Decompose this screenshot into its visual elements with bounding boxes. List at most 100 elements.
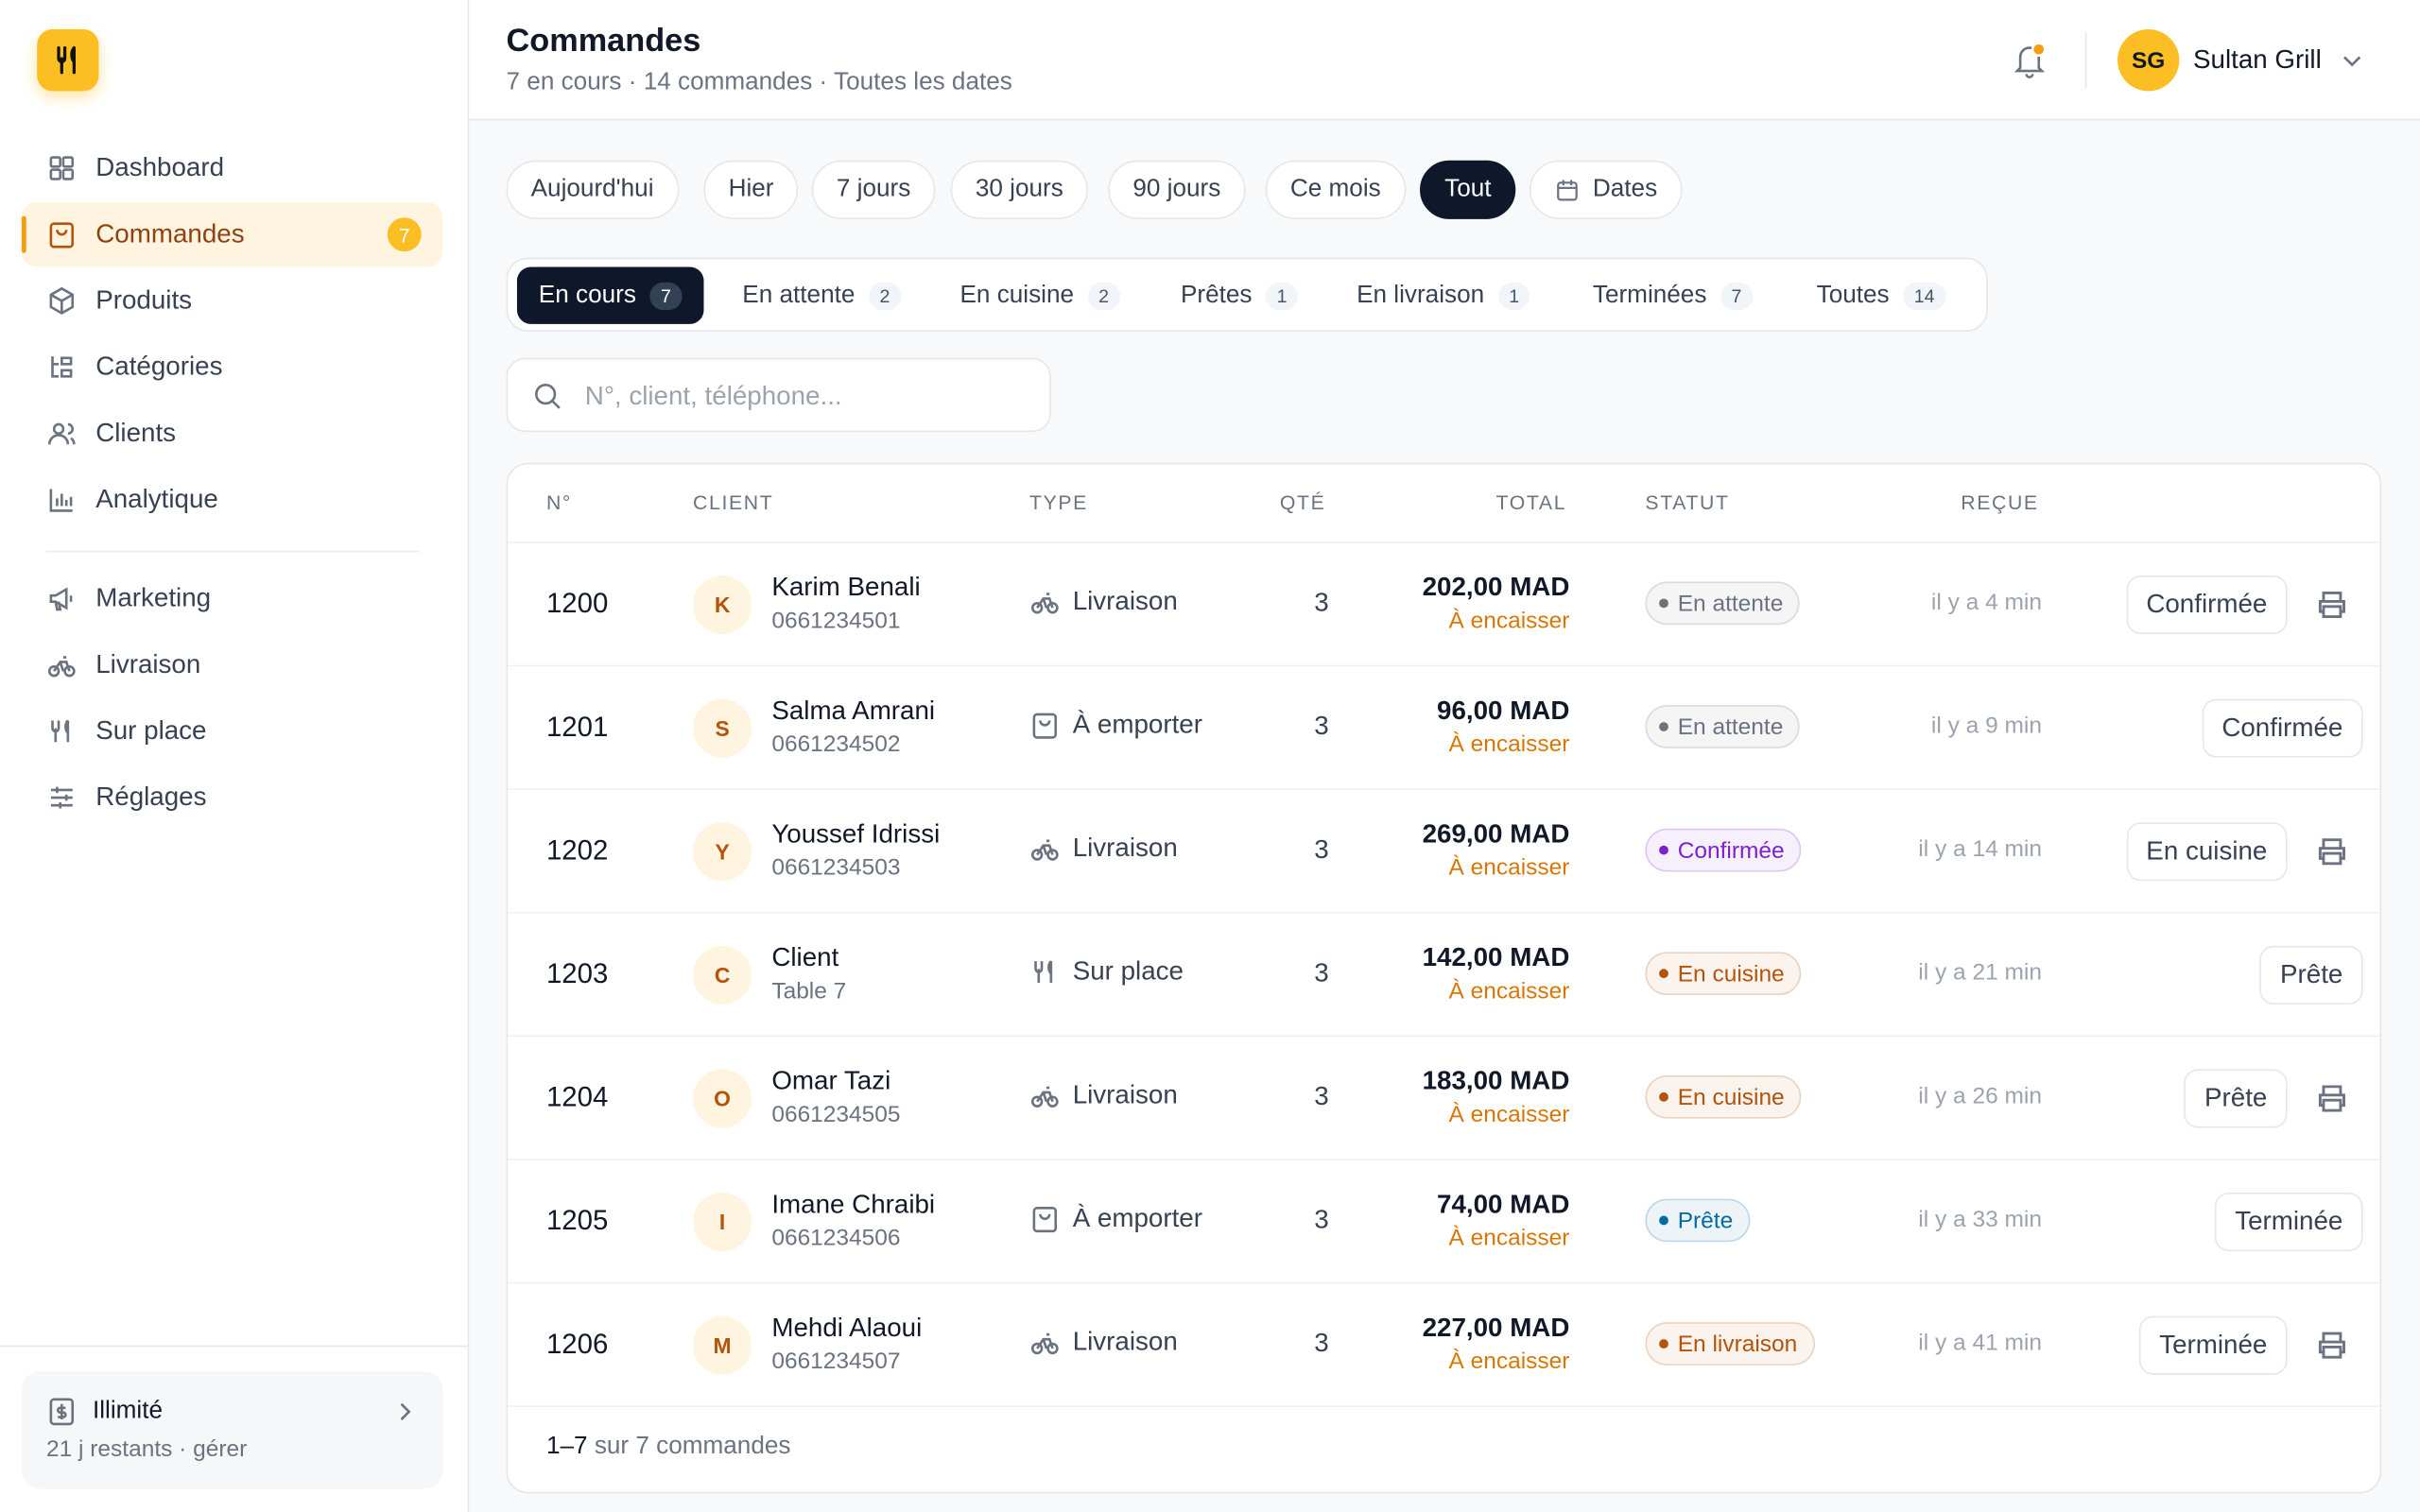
order-type: Livraison <box>1072 1327 1178 1357</box>
indicator <box>21 215 26 253</box>
order-id: 1200 <box>545 588 609 619</box>
order-id: 1203 <box>545 957 609 989</box>
order-id: 1201 <box>545 711 609 743</box>
print-button[interactable] <box>2315 1329 2349 1363</box>
icon <box>47 656 76 678</box>
icon <box>1030 1086 1059 1108</box>
tab-count: 7 <box>649 281 683 310</box>
status-tab[interactable]: En livraison 1 <box>1335 266 1551 323</box>
client-sub: 0661234506 <box>771 1225 901 1252</box>
print-button[interactable] <box>2315 588 2349 622</box>
order-type: Livraison <box>1072 833 1178 863</box>
nav-item[interactable]: Analytique <box>22 468 443 533</box>
nav-item[interactable]: Produits <box>22 268 443 334</box>
icon <box>1030 839 1059 861</box>
date-filter[interactable]: Hier <box>703 160 799 219</box>
divider <box>45 550 421 553</box>
date-filter[interactable]: 30 jours <box>950 160 1088 219</box>
icon <box>1557 179 1578 200</box>
page-title: Commandes <box>506 23 701 60</box>
action-button[interactable]: Terminée <box>2214 1193 2363 1252</box>
date-filter[interactable]: Aujourd'hui <box>506 160 679 219</box>
date-filter[interactable]: 7 jours <box>811 160 936 219</box>
search-box[interactable]: N°, client, téléphone... <box>506 357 1051 433</box>
total: 142,00 MAD <box>1422 942 1570 972</box>
client-sub: Table 7 <box>771 978 847 1005</box>
page-subtitle: 7 en cours · 14 commandes · Toutes les d… <box>506 69 1012 96</box>
tab-label: En livraison <box>1357 281 1485 308</box>
client-sub: 0661234505 <box>771 1101 901 1128</box>
payment-status: À encaisser <box>1448 1225 1570 1252</box>
client-sub: 0661234501 <box>771 608 901 635</box>
payment-status: À encaisser <box>1448 1101 1570 1128</box>
date-filter-label: 90 jours <box>1132 176 1221 202</box>
order-row[interactable]: 1202 Y Youssef Idrissi 0661234503 Livraison 3… <box>508 788 2380 913</box>
status-badge: En attente <box>1645 581 1801 626</box>
nav-badge: 7 <box>387 217 422 252</box>
client-sub: 0661234502 <box>771 730 901 758</box>
order-row[interactable]: 1206 M Mehdi Alaoui 0661234507 Livraison 3 227… <box>508 1281 2380 1407</box>
order-row[interactable]: 1204 O Omar Tazi 0661234505 Livraison 3 183,00… <box>508 1035 2380 1160</box>
tab-count: 2 <box>869 281 901 310</box>
date-filter[interactable]: Dates <box>1529 160 1683 219</box>
user-name[interactable]: Sultan Grill <box>2192 44 2322 75</box>
action-button[interactable]: Prête <box>2184 1069 2288 1128</box>
nav-item[interactable]: Clients <box>22 401 443 466</box>
column-header: REÇUE <box>1961 490 2039 514</box>
action-button[interactable]: Prête <box>2259 945 2363 1005</box>
bell[interactable] <box>2013 42 2047 78</box>
client-sub: 0661234507 <box>771 1348 901 1375</box>
total: 269,00 MAD <box>1422 818 1570 849</box>
divider <box>2084 32 2087 89</box>
icon <box>49 222 75 249</box>
nav-item[interactable]: Livraison <box>22 632 443 697</box>
status-tab[interactable]: Prêtes 1 <box>1159 266 1320 323</box>
nav-item[interactable]: Sur place <box>22 699 443 765</box>
nav-item[interactable]: Dashboard <box>22 136 443 201</box>
status-tab[interactable]: Terminées 7 <box>1571 266 1774 323</box>
date-filter[interactable]: Ce mois <box>1265 160 1406 219</box>
action-button[interactable]: Terminée <box>2138 1315 2288 1375</box>
status-tab[interactable]: Toutes 14 <box>1795 266 1967 323</box>
nav-label: Commandes <box>95 218 245 249</box>
order-row[interactable]: 1201 S Salma Amrani 0661234502 À emporter 3 96… <box>508 664 2380 790</box>
action-button[interactable]: En cuisine <box>2126 822 2288 882</box>
order-row[interactable]: 1203 C Client Table 7 Sur place 3 142,00 MAD À … <box>508 911 2380 1037</box>
nav-item[interactable]: Catégories <box>22 335 443 400</box>
date-filter-label: Dates <box>1592 176 1658 202</box>
nav-label: Catégories <box>95 352 223 382</box>
nav-item[interactable]: Réglages <box>22 765 443 831</box>
action-button[interactable]: Confirmée <box>2202 698 2363 758</box>
status-tab[interactable]: En cours 7 <box>516 266 704 324</box>
tab-label: En cours <box>538 281 636 308</box>
order-row[interactable]: 1205 I Imane Chraibi 0661234506 À emporter 3 7… <box>508 1159 2380 1283</box>
payment-status: À encaisser <box>1448 978 1570 1005</box>
status-label: En cuisine <box>1677 1083 1785 1110</box>
print-button[interactable] <box>2315 1081 2349 1115</box>
status-tab[interactable]: En cuisine 2 <box>939 266 1142 323</box>
action-button[interactable]: Confirmée <box>2126 575 2288 635</box>
nav-label: Marketing <box>95 583 212 613</box>
print-button[interactable] <box>2315 834 2349 868</box>
status-tab[interactable]: En attente 2 <box>720 266 922 323</box>
plan-card[interactable]: Illimité 21 j restants · gérer <box>21 1371 443 1489</box>
date-filter[interactable]: 90 jours <box>1108 160 1246 219</box>
nav-item[interactable]: Marketing <box>22 566 443 631</box>
order-type: Livraison <box>1072 586 1178 616</box>
client-name: Client <box>771 942 839 972</box>
avatar[interactable]: SG <box>2117 29 2180 92</box>
order-row[interactable]: 1200 K Karim Benali 0661234501 Livraison 3 202… <box>508 541 2380 666</box>
icon <box>51 719 70 743</box>
nav-item[interactable]: Commandes 7 <box>21 201 443 267</box>
client-avatar: K <box>693 575 752 635</box>
orders-table: N° CLIENT TYPE QTÉ TOTAL STATUT REÇUE 1200 K Kari… <box>506 462 2382 1494</box>
client-avatar: I <box>693 1193 752 1252</box>
date-filter-label: Aujourd'hui <box>530 176 654 202</box>
date-filter-label: Hier <box>728 176 774 202</box>
payment-status: À encaisser <box>1448 1348 1570 1375</box>
order-id: 1204 <box>545 1081 609 1113</box>
date-filter[interactable]: Tout <box>1420 160 1516 219</box>
icon <box>49 489 73 512</box>
